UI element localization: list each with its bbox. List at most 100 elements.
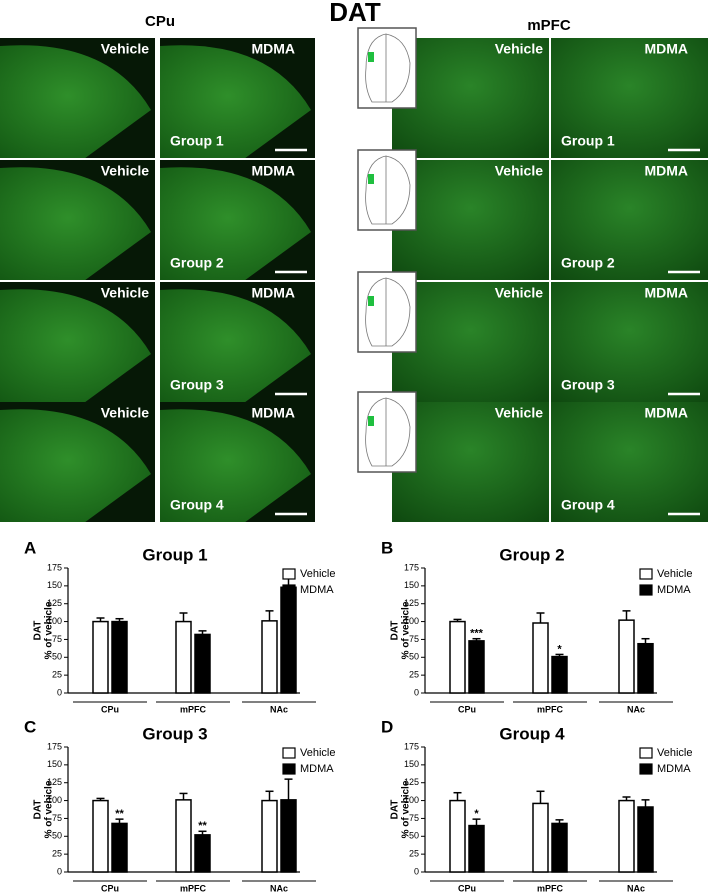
bar [449, 620, 466, 694]
y-tick-label: 100 [404, 616, 419, 626]
x-tick-label: mPFC [537, 704, 564, 714]
image-label: Vehicle [495, 163, 543, 179]
bar [551, 822, 568, 873]
y-tick-label: 125 [47, 777, 62, 787]
panel-heading: CPu [145, 13, 175, 30]
y-tick-label: 75 [409, 813, 419, 823]
legend-label: MDMA [657, 763, 691, 775]
bar [618, 799, 635, 873]
atlas-outline [365, 277, 411, 347]
atlas-box [357, 27, 417, 109]
tissue [0, 289, 151, 402]
group-label: Group 1 [561, 133, 615, 149]
panel-letter: C [24, 717, 36, 736]
x-tick-label: CPu [101, 883, 119, 893]
bar [111, 822, 128, 873]
image-label: MDMA [644, 163, 688, 179]
legend-swatch [282, 568, 296, 580]
image-label: MDMA [644, 41, 688, 57]
y-axis-label: % of vehicle [44, 780, 55, 838]
bar [280, 586, 297, 694]
y-axis-label: DAT [390, 800, 401, 820]
bar [637, 642, 654, 694]
image-label: MDMA [251, 163, 295, 179]
legend-swatch [639, 747, 653, 759]
y-tick-label: 150 [404, 580, 419, 590]
x-tick-label: CPu [458, 704, 476, 714]
panel-heading: mPFC [527, 17, 571, 34]
image-background [392, 38, 549, 158]
tissue [160, 289, 311, 402]
chart-title: Group 3 [142, 724, 207, 743]
y-axis-label: % of vehicle [401, 780, 412, 838]
y-axis-label: % of vehicle [44, 601, 55, 659]
group-label: Group 2 [170, 255, 224, 271]
legend-label: Vehicle [657, 747, 692, 759]
atlas-outline [365, 33, 411, 103]
y-axis-label: DAT [33, 800, 44, 820]
bar [637, 806, 654, 873]
group-label: Group 3 [170, 377, 224, 393]
y-tick-label: 0 [414, 687, 419, 697]
image-label: Vehicle [101, 41, 149, 57]
y-tick-label: 100 [47, 795, 62, 805]
image-background [392, 402, 549, 522]
atlas-region [368, 174, 374, 184]
x-tick-label: mPFC [537, 883, 564, 893]
image-label: MDMA [251, 285, 295, 301]
y-tick-label: 25 [52, 849, 62, 859]
y-axis-label: DAT [33, 621, 44, 641]
image-label: Vehicle [101, 285, 149, 301]
legend-swatch [282, 584, 296, 596]
x-tick-label: NAc [270, 883, 288, 893]
y-tick-label: 50 [409, 652, 419, 662]
y-tick-label: 50 [409, 831, 419, 841]
bar [468, 824, 485, 873]
bar [551, 655, 568, 694]
legend-swatch [282, 763, 296, 775]
y-tick-label: 25 [52, 670, 62, 680]
y-tick-label: 100 [404, 795, 419, 805]
y-tick-label: 75 [52, 813, 62, 823]
significance-label: * [557, 643, 562, 655]
group-label: Group 1 [170, 133, 224, 149]
legend-label: Vehicle [300, 568, 335, 580]
y-tick-label: 175 [404, 562, 419, 572]
x-tick-label: mPFC [180, 704, 207, 714]
bar [175, 799, 192, 873]
bar [92, 620, 109, 694]
y-tick-label: 25 [409, 849, 419, 859]
tissue [0, 167, 151, 280]
legend-label: Vehicle [300, 747, 335, 759]
group-label: Group 4 [561, 497, 615, 513]
atlas-outline [365, 155, 411, 225]
atlas-box [357, 149, 417, 231]
bar [261, 620, 278, 694]
legend-swatch [639, 568, 653, 580]
atlas-box [357, 391, 417, 473]
bar [280, 799, 297, 873]
legend-label: Vehicle [657, 568, 692, 580]
x-tick-label: CPu [458, 883, 476, 893]
image-background [392, 160, 549, 280]
image-label: Vehicle [495, 41, 543, 57]
image-background [551, 282, 708, 402]
bar [449, 799, 466, 873]
image-label: MDMA [644, 405, 688, 421]
significance-label: ** [198, 820, 207, 832]
bar [175, 620, 192, 694]
image-label: Vehicle [495, 285, 543, 301]
image-label: MDMA [251, 41, 295, 57]
tissue [0, 45, 151, 159]
tissue [160, 45, 311, 159]
figure-title: DAT [329, 0, 381, 27]
y-tick-label: 175 [404, 741, 419, 751]
bar [532, 802, 549, 873]
y-tick-label: 150 [404, 759, 419, 769]
legend-swatch [282, 747, 296, 759]
y-tick-label: 0 [57, 866, 62, 876]
significance-label: *** [470, 628, 484, 640]
y-tick-label: 125 [404, 598, 419, 608]
bar [532, 622, 549, 694]
